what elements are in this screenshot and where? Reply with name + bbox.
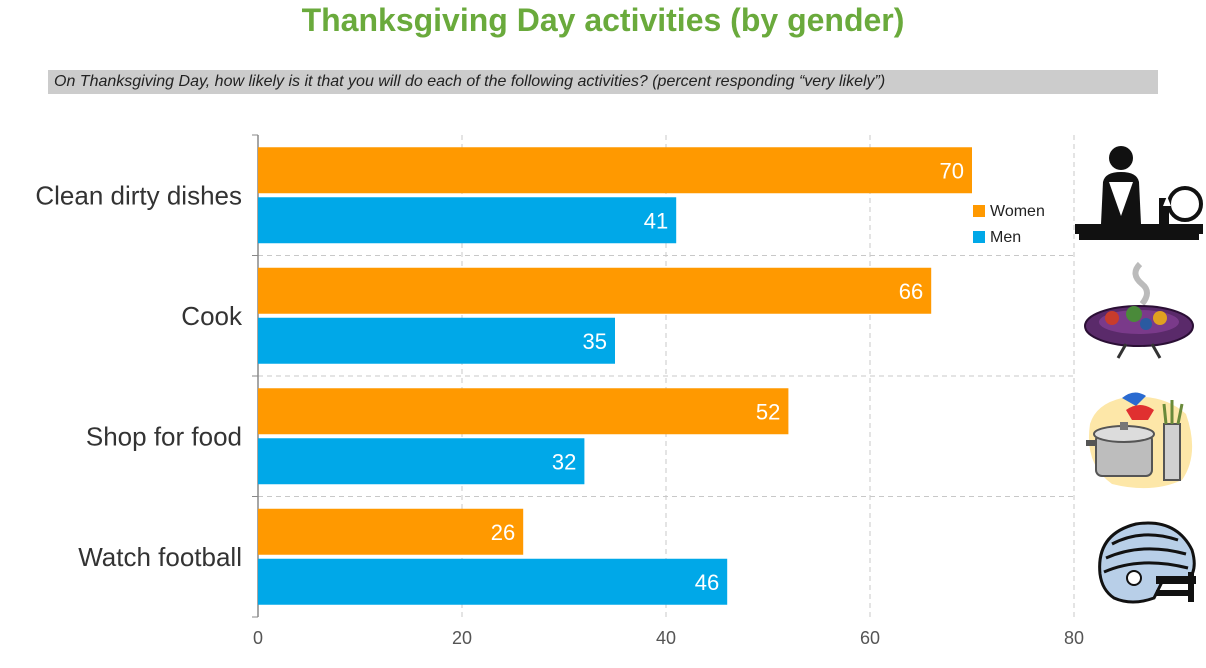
chart-title: Thanksgiving Day activities (by gender) (301, 2, 905, 38)
data-label: 35 (583, 329, 607, 354)
category-label: Cook (181, 301, 243, 331)
chart-subtitle: On Thanksgiving Day, how likely is it th… (48, 70, 1158, 94)
bar-men (258, 197, 677, 244)
legend-swatch-men (973, 231, 985, 243)
legend-swatch-women (973, 205, 985, 217)
legend-label-women: Women (990, 203, 1045, 220)
labels: 0 20 40 60 80 70 41 Clean dirty dishes 66 35 Cook 5… (35, 158, 1084, 648)
dinner-plate-icon (1084, 261, 1194, 359)
bar-men (258, 317, 615, 364)
x-tick-label: 0 (253, 628, 263, 648)
bar-women (258, 508, 524, 555)
bar-women (258, 267, 932, 314)
bar-men (258, 558, 728, 605)
man-washing-dishes-icon (1075, 146, 1203, 240)
data-label: 41 (644, 208, 668, 233)
data-label: 46 (695, 570, 719, 595)
category-label: Shop for food (86, 421, 242, 451)
football-helmet-icon (1098, 521, 1196, 604)
data-label: 66 (899, 279, 923, 304)
bars (258, 147, 972, 605)
x-tick-label: 80 (1064, 628, 1084, 648)
data-label: 32 (552, 449, 576, 474)
data-label: 70 (940, 158, 964, 183)
cooking-pot-icon (1086, 392, 1193, 489)
x-tick-label: 60 (860, 628, 880, 648)
bar-women (258, 147, 972, 194)
x-tick-label: 20 (452, 628, 472, 648)
category-label: Watch football (78, 542, 242, 572)
data-label: 52 (756, 399, 780, 424)
x-tick-label: 40 (656, 628, 676, 648)
bar-men (258, 438, 585, 485)
legend: Women Men (973, 203, 1045, 246)
legend-label-men: Men (990, 229, 1021, 246)
category-label: Clean dirty dishes (35, 180, 242, 210)
data-label: 26 (491, 520, 515, 545)
bar-women (258, 388, 789, 435)
